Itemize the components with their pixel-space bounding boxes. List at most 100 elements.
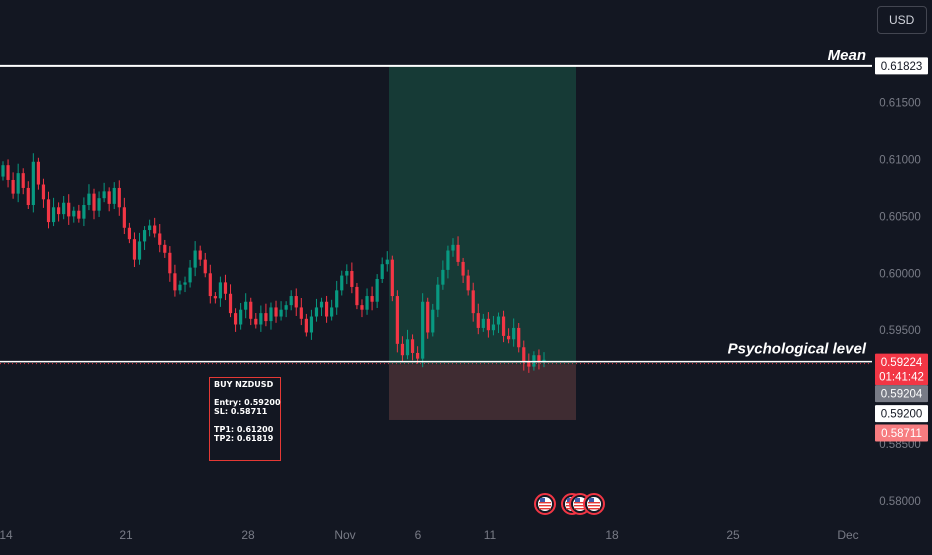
- candle-body: [137, 241, 142, 260]
- candle: [355, 282, 359, 310]
- candle: [375, 274, 379, 309]
- flag-stripe: [574, 502, 586, 504]
- candle: [476, 303, 480, 335]
- candle-body: [299, 307, 303, 319]
- candle: [82, 197, 86, 227]
- trade-note[interactable]: BUY NZDUSD Entry: 0.59200 SL: 0.58711 TP…: [209, 377, 281, 461]
- flag-stripe: [588, 505, 600, 507]
- flag-stripe: [574, 508, 586, 510]
- candle-body: [441, 269, 445, 285]
- candle-body: [365, 296, 369, 310]
- x-tick-label: 11: [484, 528, 497, 542]
- candle-body: [330, 307, 334, 317]
- candle: [431, 303, 435, 337]
- candle: [405, 329, 410, 360]
- candle: [67, 194, 71, 225]
- candle-body: [294, 296, 298, 308]
- candle-body: [158, 233, 162, 245]
- candle-body: [501, 316, 506, 336]
- candle: [153, 217, 157, 238]
- candle: [183, 276, 187, 293]
- price-tag-stop-loss[interactable]: 0.58711: [875, 424, 928, 442]
- price-tag-countdown[interactable]: 01:41:42: [875, 368, 928, 386]
- candle-body: [117, 187, 121, 208]
- y-tick-label: 0.58000: [879, 496, 921, 508]
- us-flag-event-icon[interactable]: [583, 493, 605, 515]
- candle: [380, 257, 384, 283]
- currency-label: USD: [889, 13, 915, 27]
- us-flag-event-icon[interactable]: [534, 493, 556, 515]
- candle-body: [527, 362, 531, 367]
- candle-body: [421, 301, 425, 359]
- candle: [441, 260, 445, 290]
- price-tag-last-price[interactable]: 0.59224: [875, 353, 928, 371]
- candle-body: [82, 205, 86, 219]
- candle-body: [517, 327, 521, 348]
- candle-body: [345, 271, 349, 276]
- candle-body: [385, 259, 389, 265]
- candle: [471, 282, 475, 322]
- candle: [112, 182, 116, 209]
- candle-body: [431, 309, 435, 333]
- profit-zone: [389, 65, 576, 365]
- candle-body: [183, 282, 187, 285]
- candle: [188, 259, 192, 288]
- y-tick-label: 0.58500: [879, 439, 921, 451]
- candle: [415, 346, 420, 364]
- price-tag-text: 0.59204: [881, 389, 923, 401]
- candle: [127, 222, 132, 244]
- flag-canton: [575, 498, 580, 502]
- candle-body: [239, 309, 243, 325]
- candle: [168, 246, 172, 282]
- candle: [350, 262, 354, 294]
- candle: [522, 340, 526, 371]
- candle-body: [173, 273, 177, 291]
- candle-body: [6, 165, 10, 180]
- candle: [410, 334, 415, 361]
- candle: [446, 245, 450, 279]
- candle-body: [41, 184, 46, 200]
- flag-stripe: [539, 505, 551, 507]
- candle-body: [188, 267, 192, 283]
- candle: [142, 226, 147, 250]
- candle-body: [466, 275, 470, 291]
- candle: [249, 297, 253, 326]
- x-tick-label: Dec: [837, 528, 858, 542]
- candle: [77, 204, 81, 223]
- candle: [461, 257, 465, 283]
- candle: [97, 191, 101, 217]
- x-tick-label: 25: [726, 528, 740, 542]
- trade-note-sl: SL: 0.58711: [214, 407, 268, 416]
- candle: [6, 159, 10, 188]
- candle-body: [476, 313, 480, 328]
- candle: [335, 280, 339, 315]
- candle-body: [461, 261, 465, 276]
- candle: [279, 301, 283, 321]
- candle: [122, 197, 126, 235]
- candle-body: [193, 250, 197, 268]
- candle: [385, 251, 389, 272]
- candle: [370, 286, 374, 311]
- candle-body: [360, 305, 364, 310]
- candle: [213, 292, 217, 304]
- candle: [294, 288, 298, 316]
- price-tag-entry[interactable]: 0.59200: [875, 405, 928, 423]
- price-tag-mean-line[interactable]: 0.61823: [875, 57, 928, 75]
- price-tag-current[interactable]: 0.59204: [875, 385, 928, 403]
- candle: [400, 336, 405, 362]
- candle: [26, 181, 30, 209]
- currency-button[interactable]: USD: [877, 6, 927, 34]
- candle-body: [203, 259, 207, 274]
- candle: [228, 284, 233, 318]
- candle-body: [264, 313, 268, 322]
- candle-body: [244, 301, 248, 310]
- candle-body: [309, 316, 314, 333]
- candle-body: [153, 225, 157, 234]
- candle: [193, 241, 197, 277]
- candle-body: [102, 191, 106, 199]
- candle: [31, 153, 35, 213]
- candle: [421, 293, 425, 368]
- candle-body: [142, 230, 147, 242]
